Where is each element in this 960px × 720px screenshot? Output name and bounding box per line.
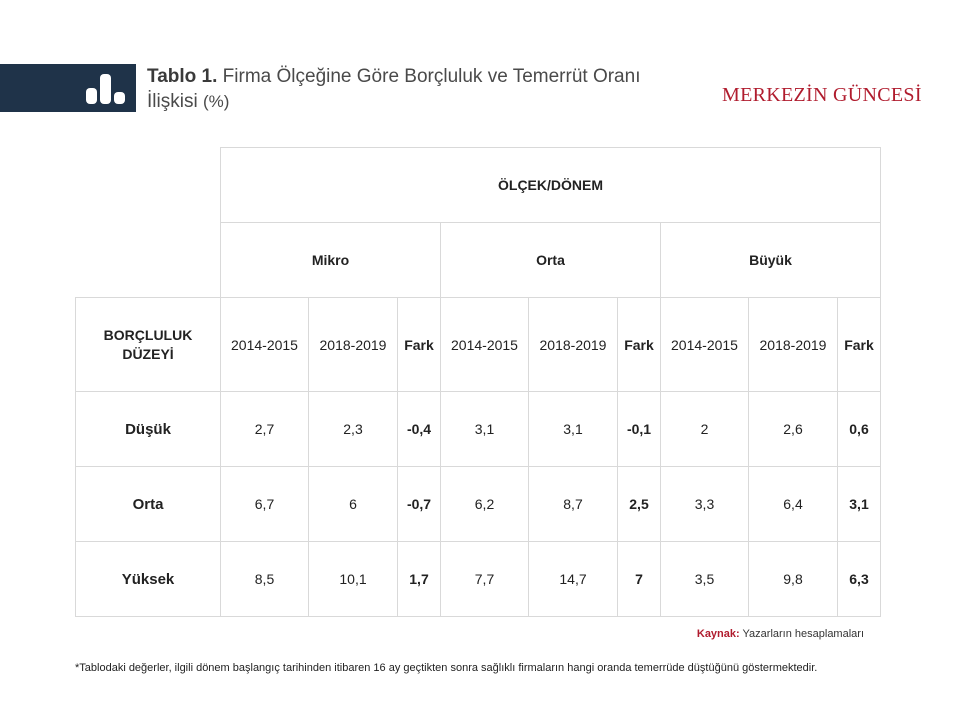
diff-cell: 7 — [617, 541, 661, 617]
diff-cell: 3,1 — [837, 466, 881, 542]
period-header: 2014-2015 — [440, 297, 529, 392]
table-cell: 8,5 — [220, 541, 309, 617]
title-label: Tablo 1. — [147, 66, 218, 87]
row-label: Orta — [75, 466, 221, 542]
table-cell: 6,2 — [440, 466, 529, 542]
period-header: 2018-2019 — [308, 297, 398, 392]
row-header: BORÇLULUK DÜZEYİ — [75, 297, 221, 392]
data-table-wrapper: ÖLÇEK/DÖNEM Mikro Orta Büyük BORÇLULUK D… — [75, 147, 881, 617]
title-text: Firma Ölçeğine Göre Borçluluk ve Temerrü… — [147, 66, 641, 112]
table-cell: 7,7 — [440, 541, 529, 617]
period-header: 2018-2019 — [528, 297, 618, 392]
diff-header: Fark — [837, 297, 881, 392]
brand-name: MERKEZİN GÜNCESİ — [722, 84, 922, 106]
bar-chart-icon — [86, 74, 125, 104]
diff-cell: -0,7 — [397, 466, 441, 542]
title-suffix: (%) — [202, 92, 230, 111]
group-header-row: ÖLÇEK/DÖNEM — [75, 147, 881, 298]
table-cell: 3,1 — [440, 391, 529, 467]
table-title: Tablo 1. Firma Ölçeğine Göre Borçluluk v… — [147, 64, 687, 114]
diff-header: Fark — [617, 297, 661, 392]
group-header: ÖLÇEK/DÖNEM — [220, 147, 881, 223]
scale-header-row: Mikro Orta Büyük — [76, 222, 881, 298]
table-cell: 14,7 — [528, 541, 618, 617]
table-cell: 9,8 — [748, 541, 838, 617]
table-row: Orta 6,7 6 -0,7 6,2 8,7 2,5 3,3 6,4 3,1 — [75, 466, 881, 542]
table-cell: 2,6 — [748, 391, 838, 467]
footnote: *Tablodaki değerler, ilgili dönem başlan… — [75, 662, 818, 674]
diff-cell: 2,5 — [617, 466, 661, 542]
period-header: 2018-2019 — [748, 297, 838, 392]
period-header-row: BORÇLULUK DÜZEYİ 2014-2015 2018-2019 Far… — [75, 297, 881, 392]
table-row: Yüksek 8,5 10,1 1,7 7,7 14,7 7 3,5 9,8 6… — [75, 541, 881, 617]
table-cell: 3,3 — [660, 466, 749, 542]
diff-cell: 6,3 — [837, 541, 881, 617]
table-cell: 10,1 — [308, 541, 398, 617]
scale-header-mikro: Mikro — [220, 222, 441, 298]
diff-cell: -0,1 — [617, 391, 661, 467]
row-label: Yüksek — [75, 541, 221, 617]
scale-header-orta: Orta — [440, 222, 661, 298]
diff-cell: -0,4 — [397, 391, 441, 467]
diff-cell: 1,7 — [397, 541, 441, 617]
period-header: 2014-2015 — [220, 297, 309, 392]
table-cell: 2,7 — [220, 391, 309, 467]
source-note: Kaynak: Yazarların hesaplamaları — [697, 628, 864, 640]
table-cell: 2 — [660, 391, 749, 467]
table-cell: 6,7 — [220, 466, 309, 542]
table-cell: 3,1 — [528, 391, 618, 467]
diff-header: Fark — [397, 297, 441, 392]
scale-header-buyuk: Büyük — [660, 222, 881, 298]
table-cell: 3,5 — [660, 541, 749, 617]
row-label: Düşük — [75, 391, 221, 467]
table-cell: 6 — [308, 466, 398, 542]
table-cell: 2,3 — [308, 391, 398, 467]
period-header: 2014-2015 — [660, 297, 749, 392]
diff-cell: 0,6 — [837, 391, 881, 467]
table-cell: 6,4 — [748, 466, 838, 542]
logo-bar — [0, 64, 136, 112]
data-table: ÖLÇEK/DÖNEM Mikro Orta Büyük BORÇLULUK D… — [75, 147, 881, 617]
empty-corner-cell — [75, 147, 221, 298]
source-text: Yazarların hesaplamaları — [742, 628, 864, 640]
table-cell: 8,7 — [528, 466, 618, 542]
source-label: Kaynak: — [696, 628, 740, 640]
table-row: Düşük 2,7 2,3 -0,4 3,1 3,1 -0,1 2 2,6 0,… — [75, 391, 881, 467]
